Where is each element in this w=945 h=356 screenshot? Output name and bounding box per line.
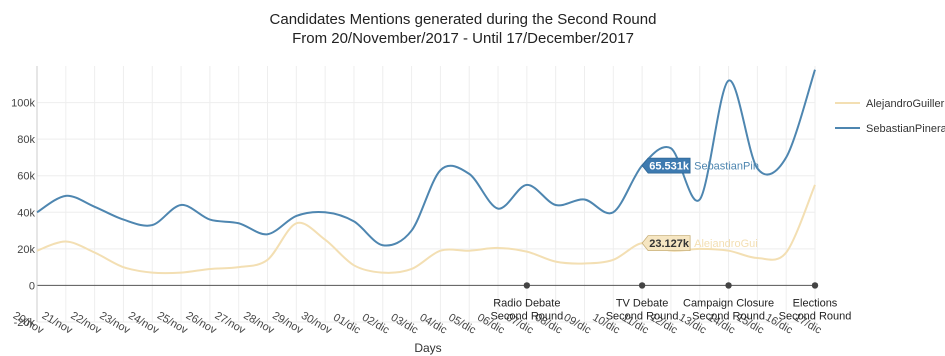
series-line-sebastianpinera[interactable] [36,69,816,247]
x-tick-label: 26/nov [184,310,219,337]
y-tick-label: 100k [11,98,35,110]
x-tick-label: 28/nov [241,310,276,337]
chart-subtitle: From 20/November/2017 - Until 17/Decembe… [292,30,634,47]
x-tick-label: 23/nov [97,310,132,337]
event-label: Campaign Closure [683,297,774,309]
x-tick-label: 01/dic [331,312,363,337]
event-sublabel: Second Round [692,310,765,322]
y-tick-label: -20k [14,317,36,329]
hover-box [641,157,691,174]
event-label: Elections [793,297,838,309]
event-sublabel: Second Round [606,310,679,322]
legend-label[interactable]: SebastianPinera [866,123,945,135]
event-marker[interactable] [638,282,646,289]
axes: 20/nov21/nov22/nov23/nov24/nov25/nov26/n… [11,66,824,337]
x-tick-label: 04/dic [417,312,449,337]
x-axis-title: Days [414,341,441,355]
y-tick-label: 40k [17,207,35,219]
event-sublabel: Second Round [490,310,563,322]
event-marker[interactable] [811,282,819,289]
y-tick-label: 0 [29,280,35,292]
x-tick-label: 24/nov [126,310,161,337]
hover-value: 23.127k [649,238,690,250]
x-tick-label: 09/dic [562,312,594,337]
grid [36,66,816,323]
x-tick-label: 29/nov [270,310,305,337]
x-tick-label: 22/nov [69,310,104,337]
event-label: Radio Debate [493,297,560,309]
y-tick-label: 60k [17,171,35,183]
x-tick-label: 30/nov [299,310,334,337]
event-marker[interactable] [523,282,531,289]
event-sublabel: Second Round [779,310,852,322]
y-tick-label: 20k [17,244,35,256]
legend[interactable]: AlejandroGuiller SebastianPinera [835,98,945,135]
chart-title: Candidates Mentions generated during the… [270,11,657,28]
x-tick-label: 05/dic [446,312,478,337]
x-tick-label: 21/nov [40,310,75,337]
x-tick-label: 25/nov [155,310,190,337]
event-marker[interactable] [725,282,732,289]
event-label: TV Debate [616,297,669,309]
y-tick-label: 80k [17,134,35,146]
x-tick-label: 27/nov [213,310,248,337]
hover-labels: 65.531k SebastianPin 23.127k AlejandroGui [641,157,759,252]
x-tick-label: 02/dic [360,312,392,337]
legend-label[interactable]: AlejandroGuiller [866,98,945,110]
hover-series-name: AlejandroGui [694,238,758,250]
x-tick-label: 03/dic [389,312,421,337]
hover-box [641,235,691,252]
hover-value: 65.531k [649,161,690,173]
hover-series-name: SebastianPin [694,161,759,173]
